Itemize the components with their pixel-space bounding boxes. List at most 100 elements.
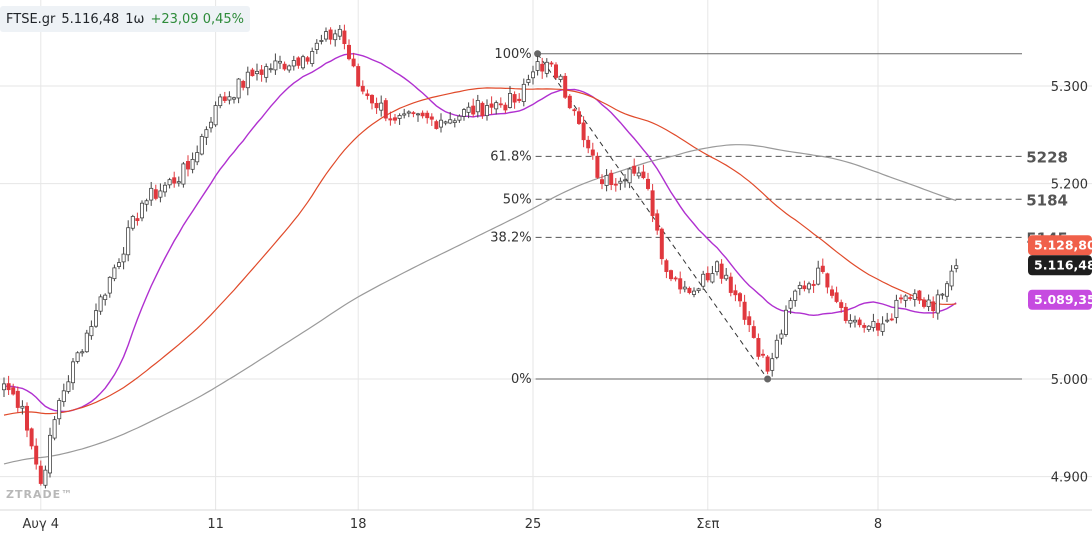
candle-body [544,61,549,74]
candle-body [636,172,641,177]
candle-body [788,300,793,309]
candle-body [908,297,913,300]
candle-body [807,283,812,290]
candle-body [402,113,407,116]
candle-body [66,381,71,392]
candle-body [535,61,540,71]
candle-body [484,105,489,117]
candle-body [765,356,770,372]
candle-body [314,42,319,50]
candle-body [655,213,660,231]
candle-body [641,171,646,179]
candle-body [383,100,388,119]
candle-body [461,109,466,117]
candle-body [949,270,954,287]
candle-body [848,319,853,324]
candle-body [512,94,517,103]
candle-body [52,419,57,439]
candle-body [710,273,715,283]
last-price: 5.116,48 [61,11,120,27]
candle-body [577,111,582,124]
candle-body [586,139,591,149]
candle-body [167,179,172,186]
candle-body [273,60,278,71]
ma_fast-line [3,52,957,413]
price-change: +23,09 0,45% [150,11,244,27]
candle-body [664,260,669,272]
candle-body [866,325,871,330]
y-tick-label: 5.200 [1051,178,1088,193]
candle-body [742,301,747,320]
candle-body [310,51,315,64]
fib-level-label: 61.8% [490,149,531,164]
candle-body [521,83,526,102]
candle-body [20,405,25,409]
candle-body [218,96,223,107]
candle-body [374,102,379,109]
candle-body [282,63,287,70]
candle-body [80,351,85,354]
candle-body [144,200,149,205]
candle-body [811,283,816,286]
candle-body [448,119,453,124]
candle-body [287,65,292,71]
candle-body [843,306,848,321]
candle-body [931,301,936,312]
candle-body [425,112,430,119]
candle-body [277,60,282,64]
candle-body [507,93,512,108]
candle-body [204,129,209,138]
candle-body [820,265,825,272]
candle-body [254,70,259,75]
candle-body [268,68,273,71]
candle-body [498,103,503,106]
candle-body [889,318,894,321]
candle-body [857,319,862,326]
candle-body [922,299,927,307]
candle-body [705,272,710,281]
candle-body [682,286,687,290]
candle-body [29,428,34,447]
candle-body [678,278,683,290]
fib-level-label: 38.2% [490,230,531,245]
candle-body [43,469,48,486]
symbol-legend[interactable]: FTSE.gr 5.116,48 1ω +23,09 0,45% [0,6,250,32]
fib-price-label: 5228 [1026,148,1068,166]
candle-body [696,288,701,291]
candle-body [356,66,361,87]
candle-body [107,276,112,294]
candle-body [139,202,144,219]
candle-body [172,177,177,184]
candle-body [797,284,802,290]
fib-level-label: 0% [511,372,532,387]
candle-body [779,333,784,339]
candle-body [793,290,798,301]
candle-body [719,263,724,279]
candle-body [917,290,922,301]
candle-body [406,111,411,114]
candle-body [880,323,885,332]
candle-body [692,290,697,295]
candle-body [600,179,605,185]
fib-level-label: 50% [503,192,532,207]
candle-body [885,319,890,322]
candle-body [121,253,126,263]
ma_mid-badge-label: 5.128,80 [1034,238,1092,253]
interval: 1ω [125,11,145,27]
ma_slow-line [3,144,957,465]
candle-body [2,383,7,391]
candle-body [126,227,131,256]
candle-body [940,293,945,296]
y-tick-label: 4.900 [1051,471,1088,486]
candle-body [567,95,572,109]
candle-body [176,181,181,184]
axes: 5.300 5.200 5.000 4.900 Αυγ 4 11 18 25 Σεπ 8 [23,80,1088,532]
candle-body [231,97,236,100]
candle-body [411,112,416,115]
candle-body [48,434,53,474]
candle-body [554,64,559,78]
candle-body [323,31,328,40]
